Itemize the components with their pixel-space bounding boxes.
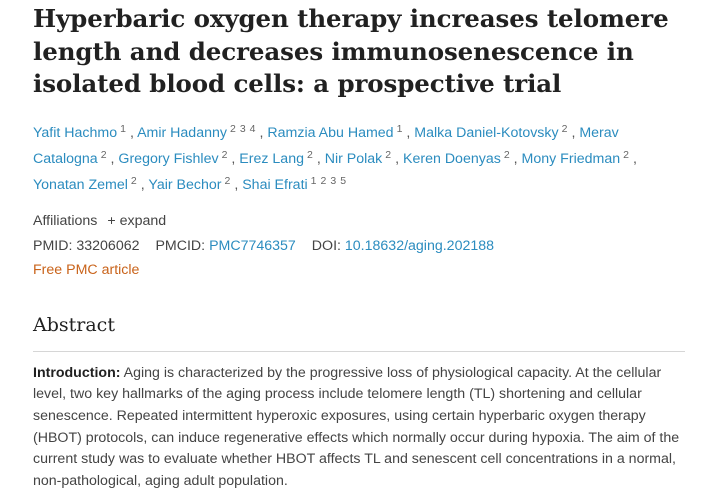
- affiliation-numbers[interactable]: 2: [385, 149, 395, 161]
- doi-label: DOI:: [311, 237, 341, 254]
- introduction-label: Introduction:: [33, 364, 121, 381]
- affiliation-number[interactable]: 2: [100, 148, 107, 161]
- pmcid-link[interactable]: PMC7746357: [209, 237, 296, 254]
- affiliation-numbers[interactable]: 1: [397, 123, 407, 135]
- author-separator: ,: [395, 150, 404, 167]
- author-link[interactable]: Shai Efrati: [242, 177, 308, 194]
- article-meta: Affiliations + expand PMID: 33206062 PMC…: [33, 209, 684, 283]
- affiliation-number[interactable]: 3: [330, 175, 337, 188]
- affiliation-number[interactable]: 4: [249, 122, 256, 135]
- affiliation-numbers[interactable]: 2: [623, 149, 633, 161]
- introduction-text: Aging is characterized by the progressiv…: [33, 364, 680, 489]
- abstract-paragraph: Introduction: Aging is characterized by …: [33, 363, 685, 492]
- author-separator: ,: [316, 150, 325, 167]
- affiliation-number[interactable]: 2: [229, 122, 236, 135]
- expand-affiliations-button[interactable]: + expand: [107, 213, 167, 230]
- affiliation-number[interactable]: 2: [320, 175, 327, 188]
- author-link[interactable]: Keren Doenyas: [403, 150, 501, 167]
- author-link[interactable]: Yafit Hachmo: [33, 124, 118, 141]
- affiliation-number[interactable]: 1: [310, 175, 317, 188]
- pmcid-label: PMCID:: [155, 237, 206, 254]
- affiliation-number[interactable]: 2: [224, 175, 231, 188]
- affiliation-numbers[interactable]: 1: [120, 123, 130, 135]
- author-separator: ,: [632, 150, 637, 167]
- pmid-label: PMID:: [33, 237, 73, 254]
- author-separator: ,: [259, 124, 268, 141]
- author-link[interactable]: Yonatan Zemel: [33, 177, 128, 194]
- free-article-row: Free PMC article: [33, 258, 684, 283]
- affiliation-number[interactable]: 2: [623, 148, 629, 161]
- affiliation-numbers[interactable]: 2: [562, 123, 572, 135]
- pmid-value: 33206062: [76, 237, 140, 254]
- abstract-heading: Abstract: [33, 313, 115, 336]
- author-separator: ,: [129, 124, 138, 141]
- article-title: Hyperbaric oxygen therapy increases telo…: [33, 4, 669, 98]
- affiliation-numbers[interactable]: 2: [131, 175, 141, 187]
- author-separator: ,: [571, 124, 580, 141]
- affiliation-number[interactable]: 2: [561, 122, 568, 135]
- affiliation-number[interactable]: 5: [340, 175, 347, 188]
- free-pmc-article-link[interactable]: Free PMC article: [33, 262, 140, 279]
- author-link[interactable]: Nir Polak: [324, 150, 383, 167]
- affiliation-number[interactable]: 2: [385, 148, 392, 161]
- author-separator: ,: [234, 177, 243, 194]
- affiliation-number[interactable]: 2: [221, 148, 228, 161]
- author-link[interactable]: Yair Bechor: [148, 177, 222, 194]
- affiliation-number[interactable]: 1: [396, 122, 403, 135]
- author-link[interactable]: Amir Hadanny: [137, 124, 227, 141]
- authors-list: Yafit Hachmo 1, Amir Hadanny 2 3 4, Ramzia A…: [33, 118, 684, 197]
- abstract-divider: [33, 350, 685, 352]
- affiliation-numbers[interactable]: 2: [224, 175, 234, 187]
- author-separator: ,: [406, 124, 415, 141]
- affiliation-number[interactable]: 2: [503, 148, 510, 161]
- doi-link[interactable]: 10.18632/aging.202188: [344, 237, 495, 254]
- identifiers-row: PMID: 33206062 PMCID: PMC7746357 DOI: 10…: [33, 234, 684, 259]
- affiliation-number[interactable]: 2: [306, 148, 313, 161]
- author-separator: ,: [513, 150, 522, 167]
- affiliation-numbers[interactable]: 2: [307, 149, 317, 161]
- author-separator: ,: [140, 177, 149, 194]
- affiliations-label: Affiliations: [33, 213, 98, 230]
- affiliations-row: Affiliations + expand: [33, 209, 684, 234]
- author-link[interactable]: Malka Daniel-Kotovsky: [414, 124, 559, 141]
- affiliation-number[interactable]: 2: [130, 175, 137, 188]
- affiliation-number[interactable]: 3: [239, 122, 246, 135]
- author-link[interactable]: Ramzia Abu Hamed: [267, 124, 394, 141]
- author-link[interactable]: Mony Friedman: [521, 150, 621, 167]
- author-separator: ,: [231, 150, 240, 167]
- author-link[interactable]: Gregory Fishlev: [118, 150, 219, 167]
- author-link[interactable]: Merav Catalogna: [33, 124, 619, 167]
- affiliation-number[interactable]: 1: [120, 122, 126, 135]
- author-separator: ,: [110, 150, 119, 167]
- affiliation-numbers[interactable]: 2: [101, 149, 111, 161]
- affiliation-numbers[interactable]: 2: [504, 149, 514, 161]
- affiliation-numbers[interactable]: 2: [222, 149, 232, 161]
- article-page: Hyperbaric oxygen therapy increases telo…: [0, 3, 704, 492]
- author-link[interactable]: Erez Lang: [239, 150, 304, 167]
